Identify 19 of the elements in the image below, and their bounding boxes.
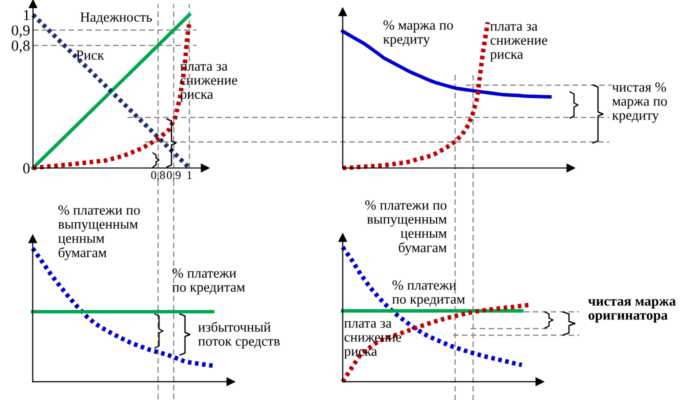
y-tick-label: 0,8	[12, 40, 30, 54]
series-label: плата за снижение риска	[180, 64, 238, 102]
series-label: % платежи по кредитам	[392, 280, 465, 307]
series-label: Риск	[76, 50, 104, 60]
x-tick-label: 1	[187, 171, 192, 179]
series-label: % платежи по кредитам	[172, 268, 245, 295]
series-label: плата за снижение риска	[490, 24, 548, 62]
text: чистая маржа оригинатора	[588, 299, 676, 323]
x-tick-label: 0,8	[151, 171, 166, 181]
annotation: избыточный поток средств	[198, 322, 280, 349]
series-label: Надежность	[80, 12, 152, 24]
series-label: % платежи по выпущенным ценным бумагам	[58, 205, 140, 260]
y-tick-label: 0,9	[12, 25, 30, 38]
x-tick-label: 0,9	[166, 171, 181, 181]
y-tick-label: 0	[23, 163, 30, 174]
text: чистая % маржа по кредиту	[612, 82, 667, 123]
series-label: % платежи по выпущенным ценным бумагам	[365, 200, 447, 256]
y-tick-label: 1	[24, 10, 30, 20]
series-label: % маржа по кредиту	[383, 20, 453, 47]
